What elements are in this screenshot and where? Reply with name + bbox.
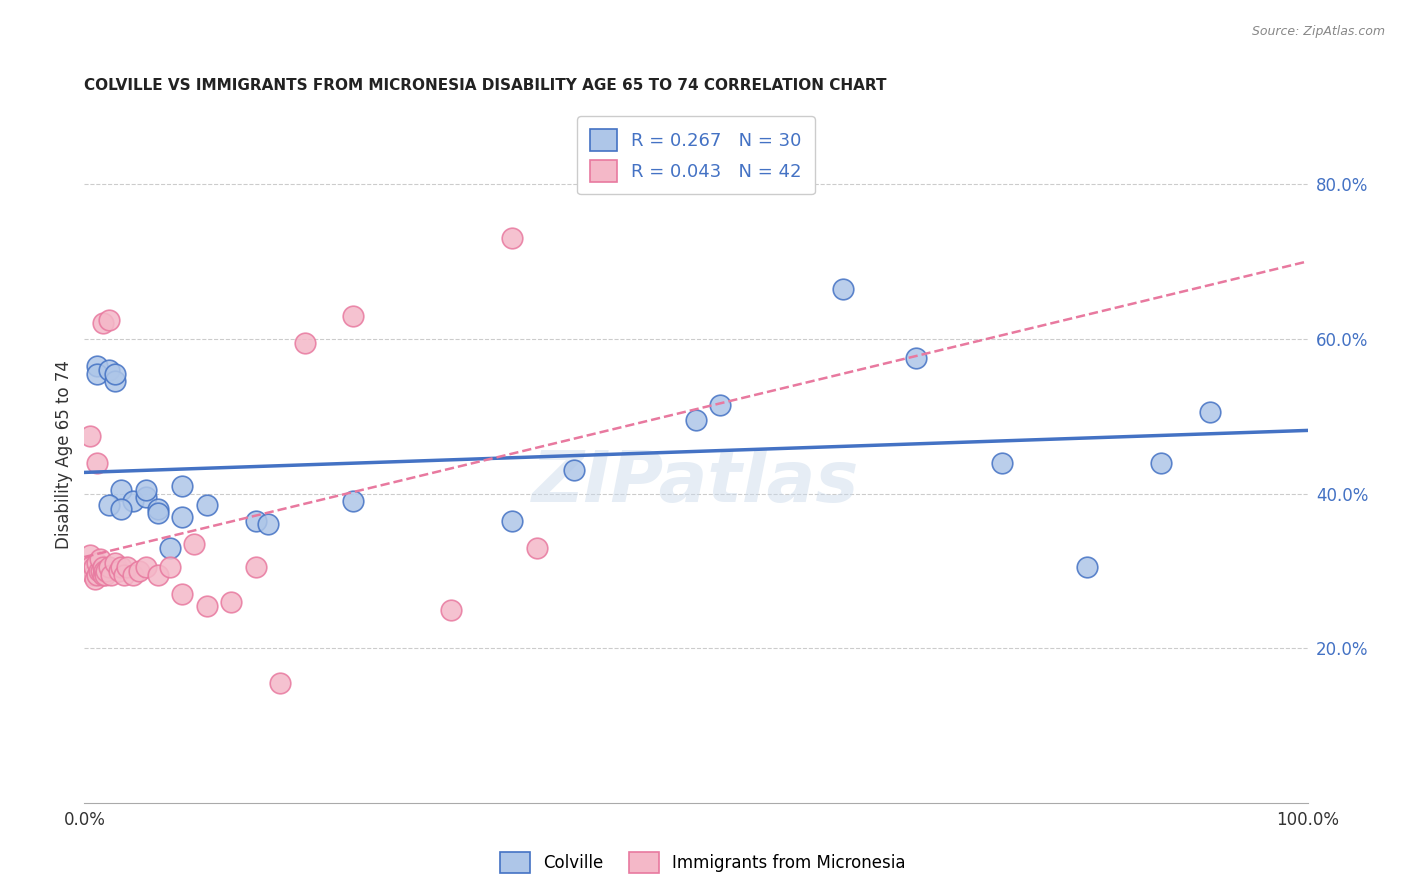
Point	[1076, 560, 1098, 574]
Point	[135, 491, 157, 505]
Point	[146, 567, 169, 582]
Point	[86, 359, 108, 373]
Point	[96, 564, 118, 578]
Point	[342, 494, 364, 508]
Point	[94, 567, 117, 582]
Point	[128, 564, 150, 578]
Point	[159, 541, 181, 555]
Point	[107, 564, 129, 578]
Text: ZIPatlas: ZIPatlas	[533, 449, 859, 517]
Point	[93, 564, 115, 578]
Point	[991, 456, 1014, 470]
Point	[502, 231, 524, 245]
Point	[709, 398, 731, 412]
Point	[122, 494, 145, 508]
Point	[269, 676, 291, 690]
Point	[135, 483, 157, 497]
Point	[195, 599, 218, 613]
Point	[115, 560, 138, 574]
Point	[245, 514, 267, 528]
Text: Source: ZipAtlas.com: Source: ZipAtlas.com	[1251, 25, 1385, 38]
Point	[86, 556, 108, 570]
Point	[122, 567, 145, 582]
Point	[79, 549, 101, 563]
Point	[91, 567, 114, 582]
Point	[294, 335, 316, 350]
Point	[90, 564, 112, 578]
Point	[79, 560, 101, 574]
Point	[91, 560, 114, 574]
Point	[104, 556, 127, 570]
Point	[831, 282, 853, 296]
Point	[104, 367, 127, 381]
Point	[97, 560, 120, 574]
Point	[219, 595, 242, 609]
Point	[82, 567, 104, 582]
Point	[172, 479, 194, 493]
Point	[685, 413, 707, 427]
Point	[1198, 405, 1220, 419]
Point	[86, 456, 108, 470]
Point	[110, 483, 132, 497]
Point	[104, 375, 127, 389]
Legend: R = 0.267   N = 30, R = 0.043   N = 42: R = 0.267 N = 30, R = 0.043 N = 42	[578, 116, 814, 194]
Point	[83, 560, 105, 574]
Point	[89, 552, 111, 566]
Point	[100, 567, 122, 582]
Point	[183, 537, 205, 551]
Point	[97, 363, 120, 377]
Point	[159, 560, 181, 574]
Point	[502, 514, 524, 528]
Point	[86, 367, 108, 381]
Point	[91, 317, 114, 331]
Point	[146, 506, 169, 520]
Point	[172, 509, 194, 524]
Point	[195, 498, 218, 512]
Y-axis label: Disability Age 65 to 74: Disability Age 65 to 74	[55, 360, 73, 549]
Point	[97, 312, 120, 326]
Point	[172, 587, 194, 601]
Point	[245, 560, 267, 574]
Point	[526, 541, 548, 555]
Text: COLVILLE VS IMMIGRANTS FROM MICRONESIA DISABILITY AGE 65 TO 74 CORRELATION CHART: COLVILLE VS IMMIGRANTS FROM MICRONESIA D…	[84, 78, 887, 94]
Point	[135, 560, 157, 574]
Legend: Colville, Immigrants from Micronesia: Colville, Immigrants from Micronesia	[494, 846, 912, 880]
Point	[79, 428, 101, 442]
Point	[562, 463, 585, 477]
Point	[97, 498, 120, 512]
Point	[110, 560, 132, 574]
Point	[112, 567, 135, 582]
Point	[87, 564, 110, 578]
Point	[84, 572, 107, 586]
Point	[86, 567, 108, 582]
Point	[905, 351, 928, 366]
Point	[110, 502, 132, 516]
Point	[440, 602, 463, 616]
Point	[342, 309, 364, 323]
Point	[1150, 456, 1173, 470]
Point	[257, 517, 280, 532]
Point	[146, 502, 169, 516]
